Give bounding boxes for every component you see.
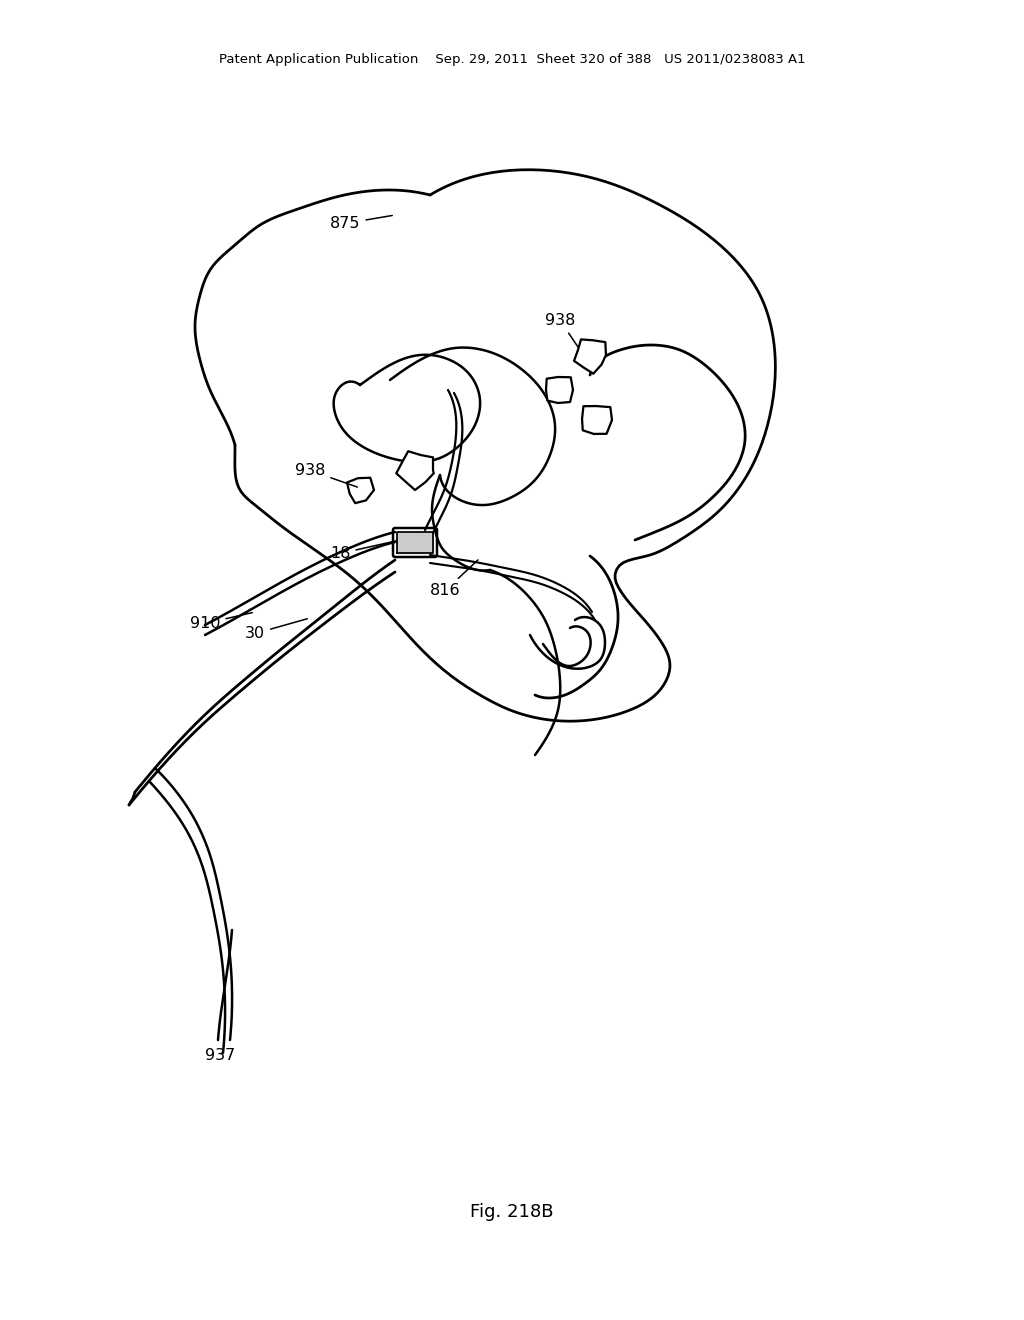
Text: 18: 18 [330,541,397,561]
Text: 938: 938 [295,463,357,487]
Text: Patent Application Publication    Sep. 29, 2011  Sheet 320 of 388   US 2011/0238: Patent Application Publication Sep. 29, … [219,53,805,66]
Text: Fig. 218B: Fig. 218B [470,1203,554,1221]
Polygon shape [396,451,434,490]
Polygon shape [574,339,606,374]
Polygon shape [397,532,433,553]
Text: 910: 910 [190,612,252,631]
Text: 937: 937 [205,1048,236,1063]
Text: 875: 875 [330,215,392,231]
Polygon shape [546,378,573,403]
Polygon shape [347,478,374,503]
Text: 938: 938 [545,313,579,347]
Text: 30: 30 [245,619,307,642]
Polygon shape [582,407,612,434]
FancyBboxPatch shape [393,528,437,557]
Text: 816: 816 [430,560,478,598]
